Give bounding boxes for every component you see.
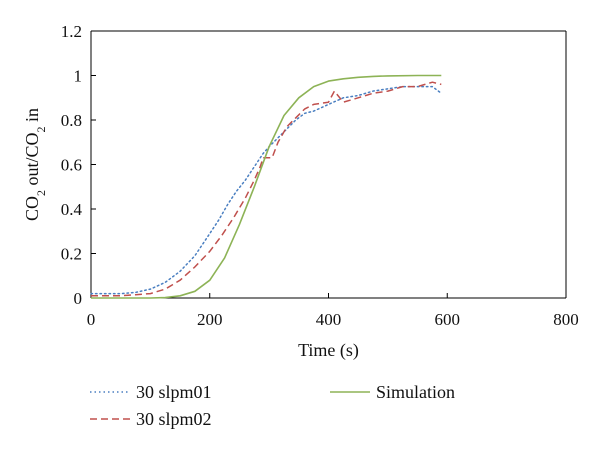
y-tick-label: 1: [74, 67, 83, 86]
series-line-30-slpm01: [90, 85, 443, 295]
y-axis-title-part2: out/CO: [22, 132, 42, 190]
legend-label-simulation: Simulation: [376, 382, 455, 402]
y-axis-title-sub2: 2: [34, 126, 48, 132]
x-tick-label: 600: [435, 310, 461, 329]
y-tick-label: 0.4: [61, 200, 83, 219]
x-tick-label: 200: [197, 310, 223, 329]
x-tick-label: 800: [553, 310, 579, 329]
x-tick-label: 400: [316, 310, 342, 329]
y-tick-label: 0.2: [61, 245, 82, 264]
y-axis-title-part1: CO: [22, 196, 42, 221]
series-line-simulation: [91, 74, 442, 299]
legend-label-30-slpm01: 30 slpm01: [136, 382, 212, 402]
y-axis-title-part3: in: [22, 108, 42, 127]
y-axis-title: CO2 out/CO2 in: [22, 108, 48, 221]
y-tick-label: 0.6: [61, 156, 82, 175]
x-axis-ticks: 0 200 400 600 800: [87, 293, 579, 329]
x-tick-label: 0: [87, 310, 96, 329]
plot-area-background: [91, 31, 566, 298]
y-axis-ticks: 0 0.2 0.4 0.6 0.8 1 1.2: [61, 22, 96, 308]
y-tick-label: 0: [74, 289, 83, 308]
y-tick-label: 0.8: [61, 111, 82, 130]
y-tick-label: 1.2: [61, 22, 82, 41]
series-line-30-slpm02: [91, 81, 442, 297]
legend-label-30-slpm02: 30 slpm02: [136, 409, 212, 429]
x-axis-title: Time (s): [298, 340, 359, 361]
series-layer: [90, 74, 443, 299]
legend: 30 slpm01 30 slpm02 Simulation: [90, 382, 455, 429]
y-axis-title-sub1: 2: [34, 190, 48, 196]
